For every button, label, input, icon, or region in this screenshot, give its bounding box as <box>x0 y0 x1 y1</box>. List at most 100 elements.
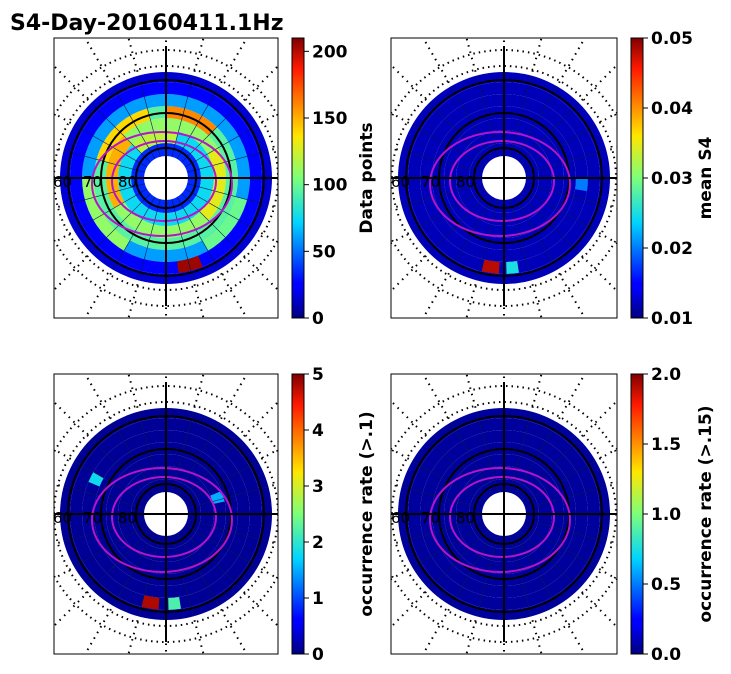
colorbar-label: occurrence rate (>.15) <box>696 405 716 622</box>
sector-line <box>509 199 532 281</box>
dotted-spoke <box>54 541 61 546</box>
polar-plot: 60 70 80 <box>391 38 617 318</box>
colorbar-tick-label: 200 <box>312 42 348 62</box>
sector-line <box>112 532 156 606</box>
panel-mean-s4: 60 70 80 0.01 0.02 0.03 0.04 0.05 mean S4 <box>390 29 716 329</box>
sector-line <box>412 124 486 168</box>
sector-line <box>176 532 220 606</box>
colorbar-tick-label: 3 <box>312 477 324 497</box>
polar-plot: 60 70 80 <box>391 374 617 654</box>
sector-line <box>184 460 258 504</box>
sector-line <box>514 532 558 606</box>
sector-line <box>63 486 145 509</box>
sector-line <box>63 183 145 206</box>
colorbar <box>630 373 644 655</box>
dotted-spoke <box>54 482 61 487</box>
colorbar-label: mean S4 <box>696 136 716 219</box>
sector-line <box>74 460 148 504</box>
sector-line <box>428 193 489 254</box>
sector-line <box>514 86 558 160</box>
panel-data-points: 60 70 80 0 50 100 150 200 Data points <box>53 37 377 329</box>
colorbar-label: occurrence rate (>.1) <box>357 411 377 616</box>
colorbar-tick-label: 2.0 <box>651 365 681 385</box>
sector-line <box>112 422 156 496</box>
sector-line <box>74 524 148 568</box>
oval-boundary-inner <box>111 140 217 222</box>
colorbar-tick-label: 2 <box>312 533 324 553</box>
sector-line <box>519 102 580 163</box>
colorbar-label: Data points <box>357 122 377 233</box>
lat-label: 60 <box>53 509 72 527</box>
sector-line <box>401 150 483 173</box>
sector-line <box>74 188 148 232</box>
panel-occurrence-15: 60 70 80 0.0 0.5 1.0 1.5 2.0 occurrence rate (>.… <box>390 365 716 665</box>
figure-title: S4-Day-20160411.1Hz <box>10 11 284 36</box>
sector-line <box>187 150 269 173</box>
sector-line <box>522 188 596 232</box>
lat-label: 70 <box>421 173 440 191</box>
oval-boundary-inner <box>111 476 217 558</box>
sector-line <box>187 486 269 509</box>
colorbar-tick-label: 0.5 <box>651 575 681 595</box>
sector-line <box>138 75 161 157</box>
sector-line <box>514 196 558 270</box>
oval-boundary-outer <box>429 131 571 237</box>
colorbar-tick-label: 0.02 <box>651 239 693 259</box>
sector-line <box>90 438 151 499</box>
sector-line <box>519 193 580 254</box>
colorbar-tick-label: 150 <box>312 109 348 129</box>
lat-label: 60 <box>391 509 410 527</box>
sector-line <box>412 188 486 232</box>
oval-boundary-inner <box>449 140 555 222</box>
sector-line <box>476 75 499 157</box>
lat-label: 60 <box>391 173 410 191</box>
colorbar-tick-label: 0.04 <box>651 99 693 119</box>
sector-line <box>509 75 532 157</box>
oval-boundary-outer <box>91 467 233 573</box>
polar-plot: 60 70 80 <box>53 374 278 654</box>
data-cell <box>506 260 520 274</box>
lat-label: 80 <box>456 173 475 191</box>
sector-line <box>63 150 145 173</box>
panel-occurrence-1: 60 70 80 0 1 2 3 4 5 occurrence rate (>.1) <box>53 365 377 665</box>
sector-line <box>74 124 148 168</box>
sector-line <box>176 422 220 496</box>
sector-line <box>112 196 156 270</box>
lat-label: 70 <box>421 509 440 527</box>
sector-line <box>176 196 220 270</box>
data-cell <box>141 595 160 610</box>
sector-line <box>428 438 489 499</box>
sector-line <box>184 188 258 232</box>
sector-line <box>184 524 258 568</box>
colorbar-tick-label: 0.0 <box>651 645 681 665</box>
colorbar-tick-label: 1.5 <box>651 435 681 455</box>
sector-line <box>171 535 194 617</box>
sector-line <box>187 183 269 206</box>
sector-line <box>181 529 242 590</box>
data-cell <box>199 148 226 221</box>
polar-plot: 60 70 80 <box>53 38 278 318</box>
sector-line <box>509 411 532 493</box>
colorbar <box>291 37 305 319</box>
sector-line <box>509 535 532 617</box>
sector-line <box>401 519 483 542</box>
colorbar-tick-label: 50 <box>312 242 336 262</box>
sector-line <box>401 183 483 206</box>
sector-line <box>63 519 145 542</box>
sector-line <box>525 183 607 206</box>
sector-line <box>522 124 596 168</box>
sector-line <box>138 411 161 493</box>
sector-line <box>428 529 489 590</box>
sector-line <box>525 150 607 173</box>
sector-line <box>522 524 596 568</box>
lat-label: 60 <box>53 173 72 191</box>
colorbar <box>291 373 305 655</box>
colorbar <box>630 37 644 319</box>
sector-line <box>476 199 499 281</box>
sector-line <box>450 422 494 496</box>
lat-label: 70 <box>83 173 102 191</box>
data-cell <box>88 472 104 487</box>
sector-line <box>412 524 486 568</box>
sector-line <box>176 86 220 160</box>
